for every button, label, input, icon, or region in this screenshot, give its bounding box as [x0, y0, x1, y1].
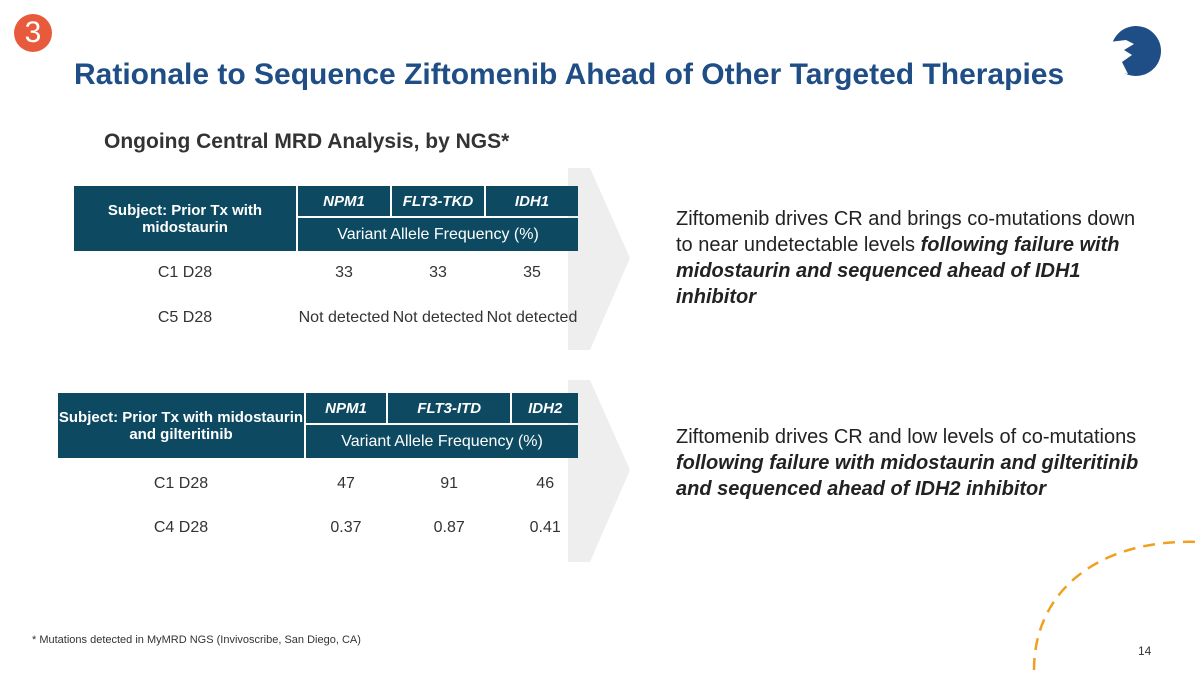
cell: Not detected: [486, 309, 578, 326]
decorative-dashed-arc: [1032, 540, 1200, 671]
cell: 0.41: [529, 519, 561, 536]
table-row: C4 D28 0.37 0.87 0.41: [58, 510, 578, 546]
cell: 0.37: [330, 519, 362, 536]
gene-header: NPM1: [306, 393, 386, 423]
subject-header: Subject: Prior Tx with midostaurin: [74, 186, 296, 251]
cell: 0.87: [433, 519, 465, 536]
cell: Not detected: [298, 309, 390, 326]
gene-header: NPM1: [298, 186, 390, 216]
page-title: Rationale to Sequence Ziftomenib Ahead o…: [74, 58, 1065, 91]
page-number: 14: [1138, 644, 1152, 658]
summary-emphasis: following failure with midostaurin and g…: [676, 452, 1139, 500]
gene-header: IDH1: [486, 186, 578, 216]
cell: 35: [523, 264, 541, 281]
footnote: * Mutations detected in MyMRD NGS (Inviv…: [32, 634, 361, 646]
vaf-header: Variant Allele Frequency (%): [306, 425, 578, 458]
chevron-decorations: [568, 168, 630, 562]
cell: 91: [440, 475, 459, 492]
vaf-header: Variant Allele Frequency (%): [298, 218, 578, 251]
table-row: C1 D28 47 91 46: [58, 460, 578, 508]
row-label: C4 D28: [153, 519, 209, 536]
gene-header: FLT3-ITD: [387, 393, 511, 423]
company-logo: [1109, 26, 1161, 76]
table-row: C5 D28 Not detected Not detected Not detect…: [74, 295, 578, 341]
cell: 47: [337, 475, 355, 492]
summary-plain: Ziftomenib drives CR and low levels of c…: [676, 426, 1137, 448]
summary-emphasis: following failure with midostaurin and s…: [676, 234, 1120, 308]
summary-text-1: Ziftomenib drives CR and brings co-mutat…: [676, 206, 1156, 310]
mrd-table-1: Subject: Prior Tx with midostaurin NPM1 …: [72, 184, 580, 343]
summary-text-2: Ziftomenib drives CR and low levels of c…: [676, 424, 1156, 502]
row-label: C1 D28: [153, 475, 209, 492]
summary-plain: Ziftomenib drives CR and brings co-mutat…: [676, 208, 1136, 256]
table-row: C1 D28 33 33 35: [74, 253, 578, 293]
row-label: C1 D28: [157, 264, 213, 281]
cell: 33: [429, 264, 447, 281]
mrd-table-2: Subject: Prior Tx with midostaurin and g…: [56, 391, 580, 548]
cell: 33: [335, 264, 353, 281]
section-subtitle: Ongoing Central MRD Analysis, by NGS*: [104, 130, 510, 153]
cell: Not detected: [392, 309, 484, 326]
cell: 46: [536, 475, 555, 492]
section-number-badge: 3: [14, 14, 52, 52]
subject-header: Subject: Prior Tx with midostaurin and g…: [58, 393, 304, 458]
gene-header: IDH2: [512, 393, 578, 423]
gene-header: FLT3-TKD: [392, 186, 484, 216]
row-label: C5 D28: [157, 309, 213, 326]
